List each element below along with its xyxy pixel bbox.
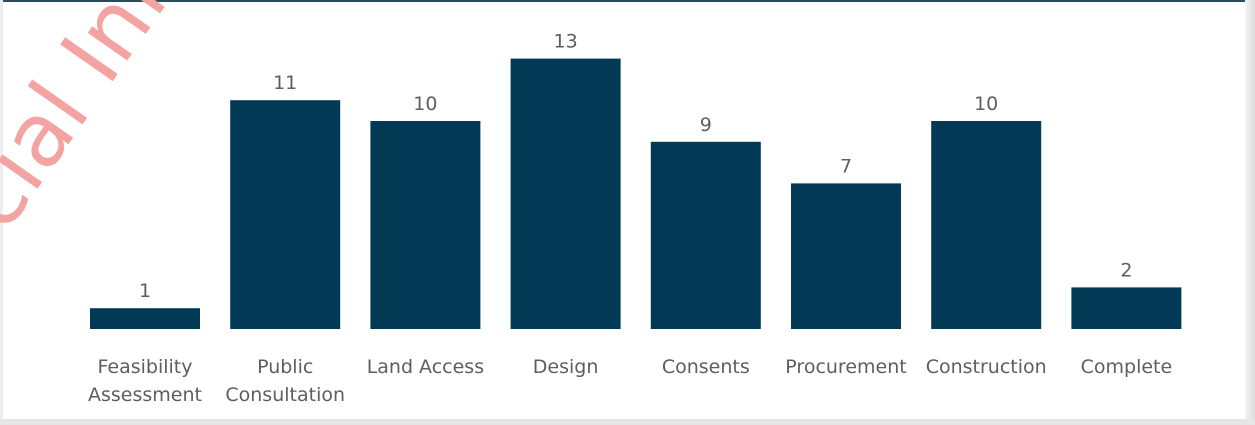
bottom-border — [0, 419, 1255, 425]
category-label-2: Land Access — [367, 356, 484, 378]
bar-6[interactable] — [931, 121, 1042, 329]
category-label-3: Design — [533, 356, 599, 378]
watermark: cial Info — [0, 0, 221, 247]
category-label-5: Procurement — [785, 356, 906, 378]
bars-layer — [90, 58, 1182, 329]
value-label-2: 10 — [413, 93, 437, 115]
category-label-7: Complete — [1081, 356, 1173, 378]
category-label-1: Public Consultation — [225, 356, 345, 406]
value-label-3: 13 — [554, 31, 578, 53]
value-label-7: 2 — [1120, 259, 1132, 281]
left-border — [0, 0, 3, 425]
value-label-4: 9 — [700, 114, 712, 136]
category-label-0: Feasibility Assessment — [88, 356, 202, 406]
bar-4[interactable] — [650, 141, 761, 329]
bar-1[interactable] — [230, 100, 341, 329]
value-label-0: 1 — [139, 280, 151, 302]
category-label-6: Construction — [926, 356, 1047, 378]
right-border — [1245, 0, 1255, 425]
bar-7[interactable] — [1071, 287, 1182, 329]
top-border — [0, 0, 1255, 2]
category-label-4: Consents — [662, 356, 750, 378]
bar-2[interactable] — [370, 121, 481, 329]
bar-3[interactable] — [510, 58, 621, 329]
value-label-6: 10 — [974, 93, 998, 115]
bar-5[interactable] — [791, 183, 901, 329]
category-labels-layer: Feasibility Assessment Public Consultation L… — [88, 356, 1172, 406]
value-label-1: 11 — [273, 72, 297, 94]
bar-0[interactable] — [90, 308, 200, 329]
value-label-5: 7 — [840, 155, 852, 177]
